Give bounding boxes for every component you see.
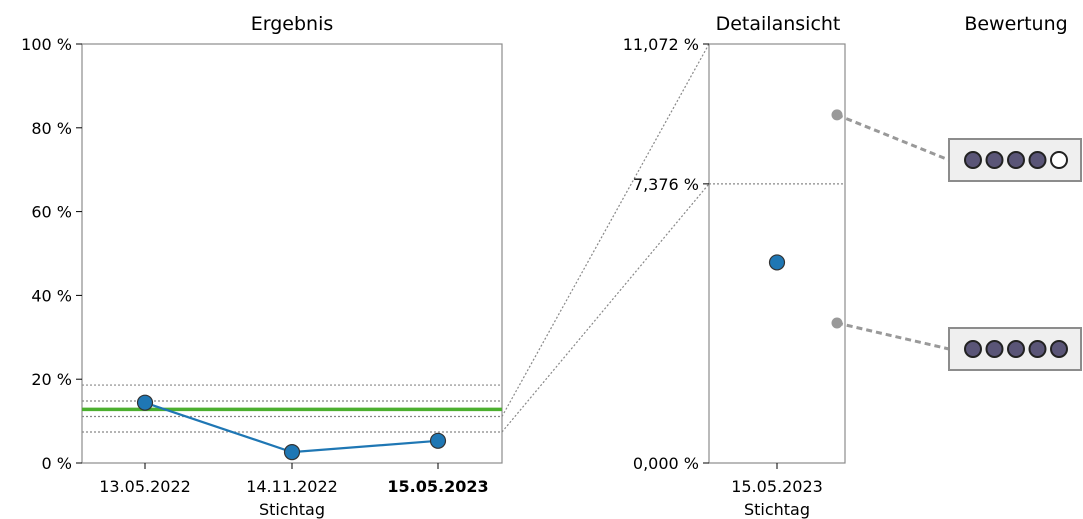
ergebnis-ytick-label: 20 %	[31, 370, 72, 389]
rating-dot-filled	[985, 151, 1004, 169]
detailansicht-x-ticks: 15.05.2023	[731, 463, 823, 496]
rating-dot-filled	[985, 340, 1004, 358]
ergebnis-ytick-label: 40 %	[31, 286, 72, 305]
ergebnis-points	[136, 394, 447, 461]
ergebnis-chart: Ergebnis 0 % 20 % 40 % 60 % 80 % 100 % 13.05.…	[21, 13, 503, 519]
rating-dot-filled	[964, 151, 982, 169]
rating-dot-filled	[1050, 340, 1068, 358]
ergebnis-xtick-label: 14.11.2022	[246, 477, 338, 496]
rating-dot-filled	[1028, 151, 1047, 169]
bewertung-title: Bewertung	[964, 13, 1067, 35]
ergebnis-data-point	[429, 432, 447, 449]
rating-dot-filled	[1007, 340, 1025, 358]
detailansicht-chart: Detailansicht 0,000 % 7,376 % 11,072 % 15.…	[623, 13, 846, 519]
ergebnis-x-ticks: 13.05.2022 14.11.2022 15.05.2023	[99, 463, 489, 496]
bewertung-anchor-dot	[831, 109, 843, 121]
ergebnis-ytick-label: 80 %	[31, 119, 72, 138]
ergebnis-ytick-label: 0 %	[42, 454, 72, 473]
detailansicht-xlabel: Stichtag	[744, 500, 810, 519]
bewertung-connector-line	[836, 321, 950, 351]
bewertung-panel: Bewertung	[831, 13, 1082, 371]
ergebnis-data-point	[136, 394, 154, 411]
ergebnis-ytick-label: 100 %	[21, 35, 72, 54]
ergebnis-data-point	[283, 444, 301, 461]
detailansicht-y-ticks: 0,000 % 7,376 % 11,072 %	[623, 35, 709, 473]
ergebnis-ytick-label: 60 %	[31, 203, 72, 222]
zoom-connector-lines	[501, 43, 710, 433]
ergebnis-xtick-label: 13.05.2022	[99, 477, 191, 496]
detailansicht-data-point	[768, 254, 786, 271]
ergebnis-xtick-label: 15.05.2023	[387, 477, 488, 496]
detailansicht-ytick-label: 11,072 %	[623, 35, 699, 54]
detailansicht-title: Detailansicht	[716, 13, 841, 35]
ergebnis-title: Ergebnis	[251, 13, 334, 35]
connector-line-upper	[501, 43, 710, 417]
rating-dot-empty	[1050, 151, 1068, 169]
bewertung-connector-line	[836, 113, 950, 162]
detailansicht-points	[768, 254, 786, 271]
ergebnis-xlabel: Stichtag	[259, 500, 325, 519]
bewertung-rating-2	[831, 317, 1082, 371]
bewertung-rating-1	[831, 109, 1082, 182]
connector-line-lower	[501, 183, 710, 433]
detailansicht-ytick-label: 0,000 %	[633, 454, 699, 473]
bewertung-ratings	[831, 109, 1082, 371]
rating-dot-filled	[964, 340, 982, 358]
detailansicht-xtick-label: 15.05.2023	[731, 477, 823, 496]
detailansicht-frame	[708, 43, 846, 464]
bewertung-anchor-dot	[831, 317, 843, 329]
detailansicht-ytick-label: 7,376 %	[633, 175, 699, 194]
rating-dot-filled	[1028, 340, 1047, 358]
rating-dot-filled	[1007, 151, 1025, 169]
ergebnis-y-ticks: 0 % 20 % 40 % 60 % 80 % 100 %	[21, 35, 82, 473]
